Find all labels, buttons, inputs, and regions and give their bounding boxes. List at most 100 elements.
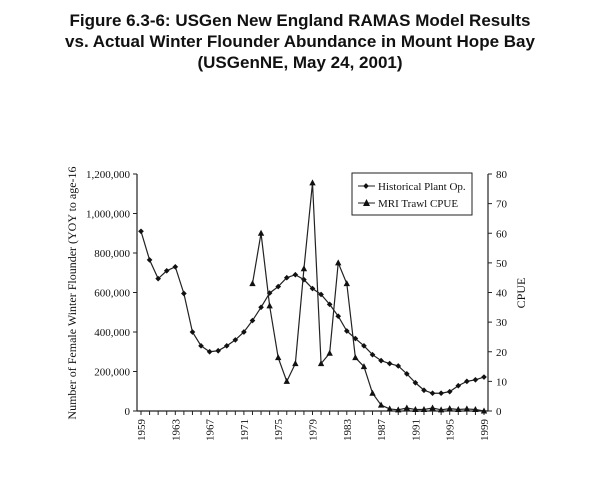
data-point-historical bbox=[335, 313, 342, 320]
data-point-cpue bbox=[395, 406, 402, 413]
legend-box bbox=[351, 172, 473, 216]
x-tick-label: 1959 bbox=[136, 419, 148, 442]
title-line-2: vs. Actual Winter Flounder Abundance in … bbox=[65, 32, 535, 51]
data-point-cpue bbox=[480, 407, 488, 414]
x-tick-label: 1975 bbox=[273, 419, 285, 442]
legend: Historical Plant Op. MRI Trawl CPUE bbox=[351, 172, 473, 216]
data-point-cpue bbox=[257, 229, 265, 236]
data-point-historical bbox=[249, 317, 256, 324]
data-point-historical bbox=[155, 275, 161, 282]
legend-label-historical: Historical Plant Op. bbox=[378, 181, 466, 193]
data-point-cpue bbox=[386, 405, 393, 412]
data-point-historical bbox=[326, 301, 333, 308]
x-tick-label: 1963 bbox=[170, 419, 182, 442]
data-point-cpue bbox=[446, 405, 453, 412]
data-point-historical bbox=[172, 263, 179, 270]
series-line-historical bbox=[140, 231, 485, 394]
y-tick-label: 1,200,000 bbox=[86, 169, 131, 181]
data-point-historical bbox=[378, 357, 384, 364]
y2-tick-label: 70 bbox=[496, 199, 508, 211]
data-point-cpue bbox=[429, 404, 436, 411]
data-point-cpue bbox=[412, 406, 419, 413]
x-tick-label: 1991 bbox=[410, 419, 422, 441]
x-tick-label: 1995 bbox=[445, 419, 457, 442]
y-axis-label: Number of Female Winter Flounder (YOY to… bbox=[65, 166, 79, 419]
data-point-cpue bbox=[266, 302, 273, 309]
data-point-cpue bbox=[317, 360, 325, 367]
x-tick-label: 1971 bbox=[239, 419, 251, 441]
data-point-historical bbox=[472, 376, 479, 383]
chart-title: Figure 6.3-6: USGen New England RAMAS Mo… bbox=[0, 10, 600, 73]
data-point-historical bbox=[318, 291, 324, 298]
data-point-cpue bbox=[292, 360, 299, 367]
x-tick-label: 1999 bbox=[479, 419, 491, 442]
legend-marker-triangle bbox=[363, 199, 370, 206]
data-point-historical bbox=[275, 283, 282, 290]
data-point-historical bbox=[241, 329, 247, 335]
data-point-historical bbox=[369, 351, 376, 358]
data-point-cpue bbox=[360, 363, 368, 370]
data-point-cpue bbox=[352, 354, 359, 361]
data-point-historical bbox=[258, 304, 264, 311]
data-point-historical bbox=[206, 348, 213, 355]
y-tick-label: 200,000 bbox=[94, 367, 130, 379]
data-point-historical bbox=[421, 387, 427, 394]
data-point-historical bbox=[283, 274, 290, 281]
data-point-historical bbox=[181, 290, 187, 297]
data-point-historical bbox=[223, 342, 230, 349]
data-point-cpue bbox=[283, 377, 290, 384]
data-point-historical bbox=[481, 374, 487, 380]
data-point-historical bbox=[146, 257, 153, 263]
legend-marker-diamond bbox=[363, 183, 369, 189]
data-point-historical bbox=[395, 363, 402, 369]
y2-tick-label: 80 bbox=[496, 169, 508, 181]
data-point-cpue bbox=[437, 406, 445, 413]
data-point-historical bbox=[446, 388, 453, 395]
data-point-cpue bbox=[455, 406, 462, 413]
data-point-historical bbox=[429, 390, 436, 397]
y2-tick-label: 40 bbox=[496, 288, 508, 300]
data-point-historical bbox=[215, 347, 222, 354]
y2-axis-label: CPUE bbox=[514, 278, 528, 309]
data-point-cpue bbox=[403, 404, 411, 411]
data-point-historical bbox=[309, 285, 316, 292]
data-point-historical bbox=[189, 329, 196, 335]
data-point-cpue bbox=[275, 354, 282, 361]
data-point-historical bbox=[352, 335, 359, 342]
y2-tick-label: 30 bbox=[496, 317, 508, 329]
data-point-cpue bbox=[309, 179, 316, 186]
data-point-cpue bbox=[343, 280, 350, 287]
y2-tick-label: 60 bbox=[496, 228, 508, 240]
y-tick-label: 0 bbox=[125, 406, 131, 418]
y-tick-label: 600,000 bbox=[94, 288, 130, 300]
y-tick-label: 400,000 bbox=[94, 327, 130, 339]
title-line-1: Figure 6.3-6: USGen New England RAMAS Mo… bbox=[69, 11, 531, 30]
data-point-cpue bbox=[377, 401, 385, 408]
x-tick-label: 1979 bbox=[308, 419, 320, 442]
y2-tick-label: 50 bbox=[496, 258, 508, 270]
data-point-historical bbox=[455, 382, 462, 389]
data-point-cpue bbox=[326, 349, 333, 356]
x-tick-label: 1983 bbox=[342, 419, 354, 442]
data-point-cpue bbox=[369, 389, 376, 396]
data-point-cpue bbox=[335, 259, 342, 266]
y2-tick-label: 10 bbox=[496, 376, 508, 388]
legend-label-cpue: MRI Trawl CPUE bbox=[378, 198, 458, 210]
series-line-cpue bbox=[251, 182, 485, 412]
y2-tick-label: 0 bbox=[496, 406, 502, 418]
data-point-historical bbox=[343, 328, 350, 334]
data-point-cpue bbox=[249, 280, 256, 287]
data-point-cpue bbox=[472, 406, 479, 413]
data-point-historical bbox=[438, 390, 444, 397]
data-point-historical bbox=[232, 337, 239, 343]
y-tick-label: 800,000 bbox=[94, 248, 130, 260]
data-point-historical bbox=[403, 371, 410, 377]
data-point-cpue bbox=[300, 265, 308, 272]
data-point-historical bbox=[464, 378, 470, 385]
y2-tick-label: 20 bbox=[496, 347, 508, 359]
data-point-historical bbox=[361, 342, 367, 349]
data-point-cpue bbox=[463, 405, 471, 412]
y-tick-label: 1,000,000 bbox=[86, 209, 131, 221]
title-line-3: (USGenNE, May 24, 2001) bbox=[197, 53, 403, 72]
